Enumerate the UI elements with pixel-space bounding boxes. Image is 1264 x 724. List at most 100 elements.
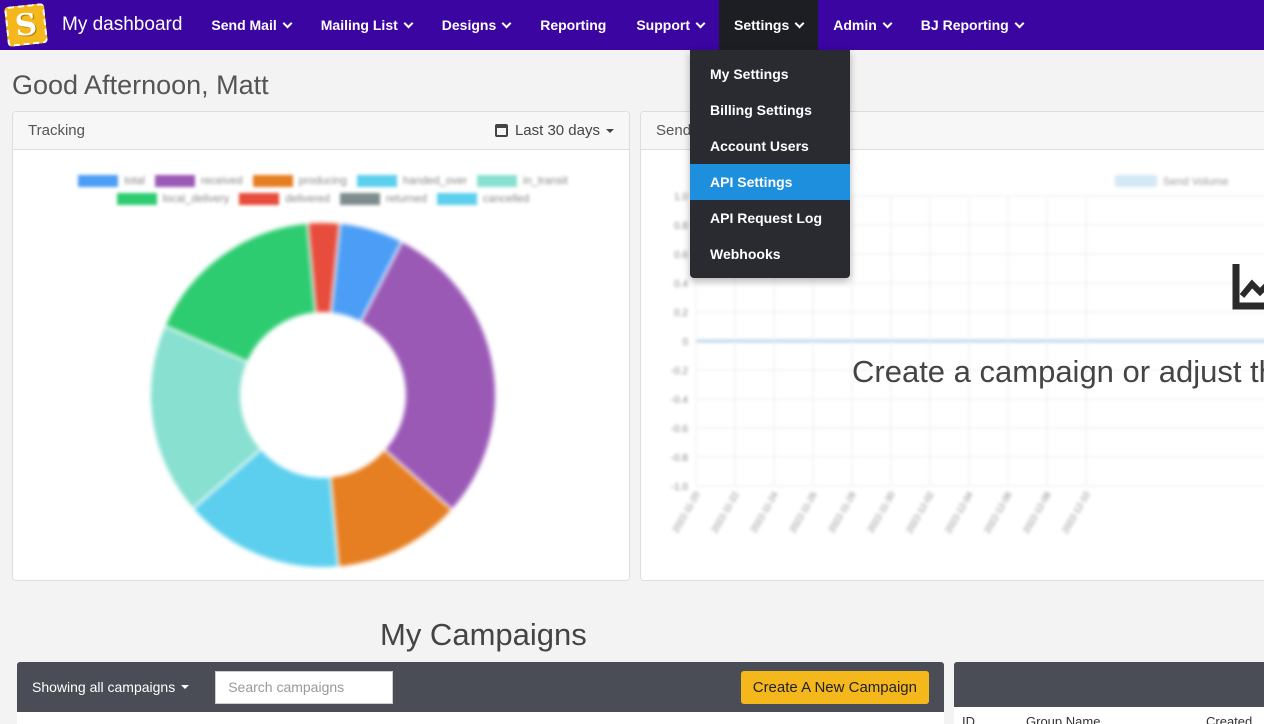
logo-letter: S [13, 6, 39, 44]
chevron-down-icon [501, 18, 512, 28]
nav-item-label: BJ Reporting [920, 17, 1009, 33]
y-tick-label: -1.0 [671, 482, 689, 493]
tracking-donut-chart [149, 221, 497, 569]
legend-label: returned [385, 193, 427, 205]
menu-item-account-users[interactable]: Account Users [710, 138, 809, 154]
campaign-filter-dropdown[interactable]: Showing all campaigns [32, 679, 190, 695]
chart-line-icon [1232, 264, 1264, 310]
menu-item-webhooks[interactable]: Webhooks [710, 246, 781, 262]
nav-menu: Send Mail Mailing List Designs Reporting Sup… [196, 0, 1037, 50]
x-tick-label: 2022-12-02 [904, 490, 936, 535]
nav-item-settings[interactable]: Settings [719, 0, 819, 50]
x-tick-label: 2022-11-30 [865, 490, 896, 534]
x-tick-label: 2022-12-06 [982, 490, 1014, 535]
legend-swatch [239, 193, 280, 205]
brand-title[interactable]: My dashboard [62, 14, 183, 35]
legend-item[interactable]: handed_over [356, 175, 468, 187]
donut-slice-local_delivery[interactable] [163, 221, 317, 364]
nav-item-admin[interactable]: Admin [818, 0, 906, 50]
campaigns-table [17, 712, 944, 724]
legend-item[interactable]: producing [252, 175, 347, 187]
date-filter-label: Last 30 days [514, 122, 600, 139]
menu-item-billing-settings[interactable]: Billing Settings [710, 102, 812, 118]
chevron-down-icon [882, 18, 893, 28]
legend-swatch [116, 193, 157, 205]
tracking-title: Tracking [28, 122, 85, 139]
y-tick-label: -0.4 [671, 395, 689, 406]
y-tick-label: -0.2 [671, 366, 689, 377]
x-tick-label: 2022-12-08 [1021, 490, 1053, 535]
x-tick-label: 2022-11-28 [826, 490, 857, 534]
nav-item-label: Mailing List [320, 17, 398, 33]
y-tick-label: 0 [682, 337, 688, 348]
chevron-down-icon [695, 18, 706, 28]
nav-item-support[interactable]: Support [621, 0, 719, 50]
nav-item-bj-reporting[interactable]: BJ Reporting [906, 0, 1038, 50]
tracking-panel: Tracking Last 30 days total received produ… [12, 111, 630, 581]
legend-label: local_delivery [162, 193, 230, 205]
legend-item[interactable]: delivered [239, 193, 330, 205]
campaigns-title: My Campaigns [380, 617, 587, 652]
col-id[interactable]: ID [962, 714, 975, 724]
legend-swatch [339, 193, 380, 205]
stannp-logo[interactable]: S [4, 3, 48, 47]
x-tick-label: 2022-12-10 [1060, 490, 1092, 535]
legend-label: delivered [285, 193, 330, 205]
legend-item[interactable]: local_delivery [116, 193, 230, 205]
search-campaigns-input[interactable] [215, 670, 394, 704]
y-tick-label: 0.8 [674, 221, 688, 232]
chevron-down-icon [794, 18, 805, 28]
tracking-header: Tracking Last 30 days [13, 112, 629, 150]
x-tick-label: 2022-11-26 [787, 490, 818, 534]
nav-item-label: Reporting [540, 17, 607, 33]
x-tick-label: 2022-11-20 [670, 490, 701, 534]
nav-item-mailing-list[interactable]: Mailing List [306, 0, 427, 50]
legend-item[interactable]: in_transit [477, 175, 568, 187]
date-filter-dropdown[interactable]: Last 30 days [494, 122, 614, 139]
chevron-down-icon [1014, 18, 1025, 28]
legend-label: total [124, 175, 145, 187]
groups-toolbar [954, 662, 1264, 707]
donut-slice-received[interactable] [359, 239, 497, 512]
calendar-icon [494, 124, 508, 137]
legend-swatch [1115, 175, 1157, 187]
legend-item[interactable]: returned [339, 193, 427, 205]
chevron-down-icon [403, 18, 414, 28]
menu-item-api-request-log[interactable]: API Request Log [710, 210, 823, 226]
nav-item-label: Support [636, 17, 690, 33]
legend-label: cancelled [482, 193, 530, 205]
create-campaign-button[interactable]: Create A New Campaign [740, 670, 929, 704]
send-volume-title: Send [656, 122, 692, 139]
legend-swatch [78, 175, 119, 187]
chevron-down-icon [282, 18, 293, 28]
legend-item[interactable]: total [78, 175, 145, 187]
y-tick-label: 0.2 [674, 308, 688, 319]
col-group-name[interactable]: Group Name [1026, 714, 1101, 724]
legend-label: handed_over [402, 175, 468, 187]
tracking-legend: total received producing handed_over in_tran… [63, 172, 583, 208]
settings-dropdown: My Settings Billing Settings Account Users… [690, 50, 850, 278]
nav-item-send-mail[interactable]: Send Mail [196, 0, 305, 50]
legend-label: Send Volume [1163, 176, 1228, 188]
y-tick-label: 1.0 [674, 192, 688, 203]
menu-item-my-settings[interactable]: My Settings [710, 66, 789, 82]
top-navbar: S My dashboard Send Mail Mailing List Desi… [0, 0, 1264, 50]
y-tick-label: 0.6 [674, 250, 688, 261]
x-tick-label: 2022-11-24 [748, 490, 779, 534]
col-created[interactable]: Created [1206, 714, 1253, 724]
campaign-filter-label: Showing all campaigns [32, 679, 176, 695]
menu-item-api-settings[interactable]: API Settings [690, 164, 850, 200]
x-tick-label: 2022-11-22 [709, 490, 740, 534]
legend-label: producing [298, 175, 347, 187]
legend-item[interactable]: cancelled [436, 193, 530, 205]
nav-item-label: Settings [734, 17, 790, 33]
x-tick-label: 2022-12-04 [943, 490, 975, 535]
legend-label: in_transit [523, 175, 568, 187]
nav-item-reporting[interactable]: Reporting [525, 0, 621, 50]
nav-item-designs[interactable]: Designs [427, 0, 525, 50]
y-tick-label: 0.4 [674, 279, 688, 290]
legend-item[interactable]: received [155, 175, 243, 187]
y-tick-label: -0.8 [671, 453, 689, 464]
donut-slice-in_transit[interactable] [149, 324, 263, 511]
empty-chart-message: Create a campaign or adjust the [852, 354, 1264, 389]
